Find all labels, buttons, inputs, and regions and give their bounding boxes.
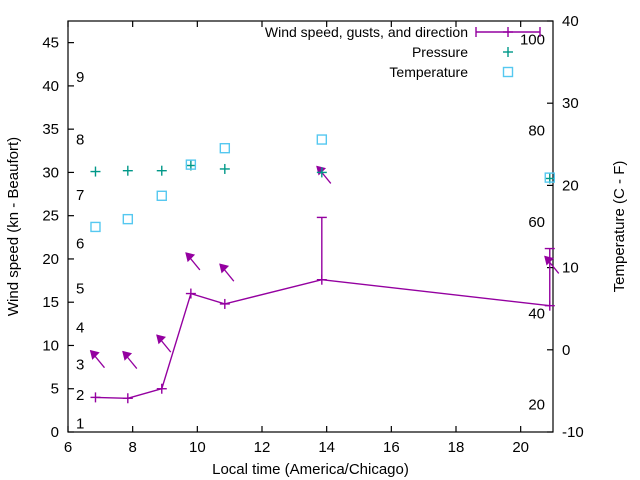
legend-square-key [502,66,514,78]
temperature-marker [544,172,555,183]
beaufort-label: 9 [76,69,84,86]
fahrenheit-label: 60 [528,214,545,231]
y-left-axis-ticks: 0 5 10 15 20 25 30 35 40 45 [42,35,74,441]
beaufort-label: 7 [76,187,84,204]
x-tick-label: 12 [254,439,271,456]
wind-direction-arrow [89,349,105,369]
y-left-tick-label: 5 [51,381,59,398]
fahrenheit-label: 40 [528,305,545,322]
legend: Wind speed, gusts, and direction Pressure… [265,24,541,80]
y-right-tick-label: 0 [562,342,570,359]
data-series-group [89,134,560,404]
temperature-marker [122,213,134,225]
beaufort-label: 3 [76,357,84,374]
fahrenheit-label: 80 [528,123,545,140]
x-tick-label: 20 [512,439,529,456]
y-left-tick-label: 30 [42,164,59,181]
y-left-tick-label: 25 [42,208,59,225]
y-right-tick-label: -10 [562,424,584,441]
y-right-axis-ticks: -10 0 10 20 30 40 [547,13,584,441]
beaufort-label: 1 [76,415,84,432]
wind-direction-arrow [219,263,235,282]
y-left-tick-label: 35 [42,121,59,138]
y-left-axis-label: Wind speed (kn - Beaufort) [5,137,22,316]
y-left-tick-label: 40 [42,78,59,95]
fahrenheit-scale-labels: 20 40 60 80 100 [520,31,545,413]
y-right-tick-label: 40 [562,13,579,30]
legend-label: Wind speed, gusts, and direction [265,24,468,40]
x-tick-label: 8 [128,439,136,456]
y-left-tick-label: 45 [42,35,59,52]
beaufort-label: 6 [76,235,84,252]
y-left-tick-label: 0 [51,424,59,441]
beaufort-label: 4 [76,319,84,336]
y-left-tick-label: 15 [42,294,59,311]
fahrenheit-label: 100 [520,31,545,48]
x-tick-label: 6 [64,439,72,456]
wind-direction-arrow [156,334,172,353]
temperature-marker [156,190,167,201]
fahrenheit-label: 20 [528,397,545,414]
x-tick-label: 16 [383,439,400,456]
y-right-tick-label: 20 [562,177,579,194]
y-left-tick-label: 10 [42,337,59,354]
x-axis-label: Local time (America/Chicago) [212,461,409,478]
beaufort-label: 5 [76,280,84,297]
beaufort-label: 2 [76,387,84,404]
y-left-tick-label: 20 [42,251,59,268]
temperature-marker [316,134,328,145]
wind-direction-arrow [544,255,560,274]
temperature-marker [185,159,197,170]
plot-frame [67,20,554,433]
temperature-marker [219,142,231,154]
wind-direction-arrow [122,350,138,369]
wind-direction-arrow [185,252,201,271]
y-right-tick-label: 30 [562,95,579,112]
y-right-tick-label: 10 [562,260,579,277]
x-tick-label: 18 [448,439,465,456]
beaufort-label: 8 [76,132,84,149]
y-right-axis-label: Temperature (C - F) [611,161,628,293]
x-tick-label: 10 [189,439,206,456]
x-axis-ticks: 6 8 10 12 14 16 18 20 [64,21,529,456]
temperature-marker [90,221,101,233]
beaufort-scale-labels: 1 2 3 4 5 6 7 8 9 [76,69,84,432]
x-tick-label: 14 [318,439,335,456]
legend-label: Pressure [412,44,468,60]
legend-label: Temperature [389,64,468,80]
